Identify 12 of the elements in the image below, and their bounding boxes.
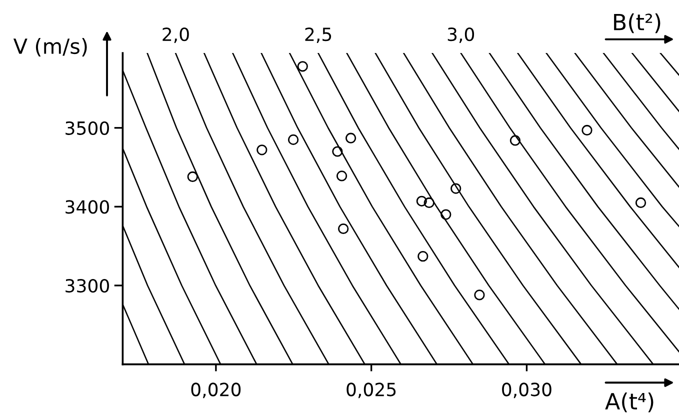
x2-tick-label: 3,0 [448, 28, 474, 44]
y-tick-label: 3400 [66, 200, 109, 214]
y-tick-label: 3500 [66, 121, 109, 135]
x-tick-label: 0,025 [346, 382, 396, 398]
x-axis-title: A(t⁴) [605, 392, 654, 412]
x2-axis-title: B(t²) [614, 13, 660, 34]
x-tick-label: 0,020 [191, 382, 241, 398]
y-axis-title: V (m/s) [13, 38, 87, 57]
y-tick-label: 3300 [66, 278, 109, 293]
x-tick-label: 0,030 [502, 382, 552, 398]
x2-tick-label: 2,0 [162, 28, 189, 44]
x2-tick-label: 2,5 [305, 28, 332, 44]
